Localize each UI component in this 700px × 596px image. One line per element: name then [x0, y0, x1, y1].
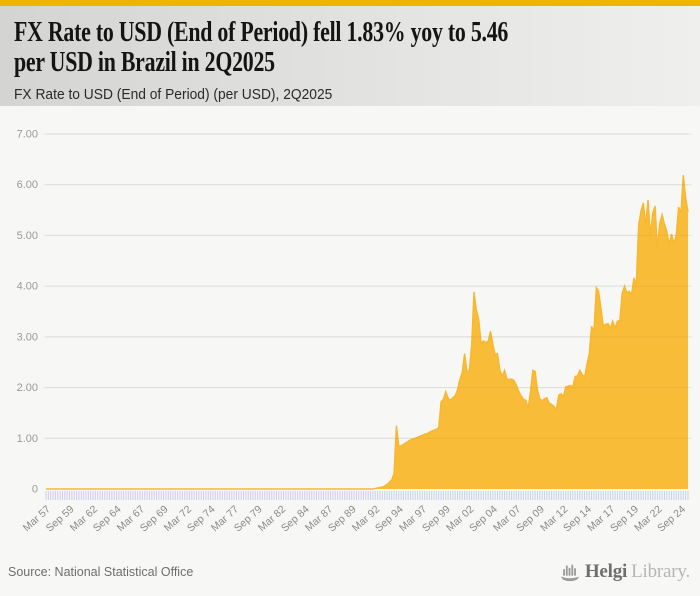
svg-text:7.00: 7.00 — [17, 129, 38, 141]
svg-text:2.00: 2.00 — [17, 382, 38, 394]
area-series — [46, 175, 689, 490]
accent-topbar — [0, 0, 700, 6]
y-axis-labels: 7.00 6.00 5.00 4.00 3.00 2.00 1.00 0 — [17, 129, 38, 496]
logo-text-library: Library. — [631, 561, 690, 582]
footer: Source: National Statistical Office Helg… — [0, 556, 700, 588]
svg-text:6.00: 6.00 — [17, 179, 38, 191]
svg-text:0: 0 — [32, 484, 38, 496]
chart-subtitle: FX Rate to USD (End of Period) (per USD)… — [14, 86, 333, 103]
svg-text:4.00: 4.00 — [17, 281, 38, 293]
x-axis-ticks — [45, 491, 689, 500]
page-title: FX Rate to USD (End of Period) fell 1.83… — [14, 18, 508, 78]
logo-text-helgi: Helgi — [584, 561, 628, 582]
svg-text:1.00: 1.00 — [17, 433, 38, 445]
page-title-line1: FX Rate to USD (End of Period) fell 1.83… — [14, 17, 509, 48]
header: FX Rate to USD (End of Period) fell 1.83… — [0, 6, 700, 106]
helgi-ship-bars-icon — [560, 564, 579, 582]
svg-text:5.00: 5.00 — [17, 230, 38, 242]
chart-area: 7.00 6.00 5.00 4.00 3.00 2.00 1.00 0 Mar 57 Sep … — [0, 106, 700, 556]
gridlines-overlay — [46, 133, 688, 439]
helgi-library-logo: Helgi Library. — [559, 561, 690, 583]
fx-area-chart: 7.00 6.00 5.00 4.00 3.00 2.00 1.00 0 Mar 57Sep … — [17, 129, 692, 534]
page-title-line2: per USD in Brazil in 2Q2025 — [14, 47, 275, 78]
source-label: Source: National Statistical Office — [8, 565, 194, 579]
svg-text:3.00: 3.00 — [17, 331, 38, 343]
